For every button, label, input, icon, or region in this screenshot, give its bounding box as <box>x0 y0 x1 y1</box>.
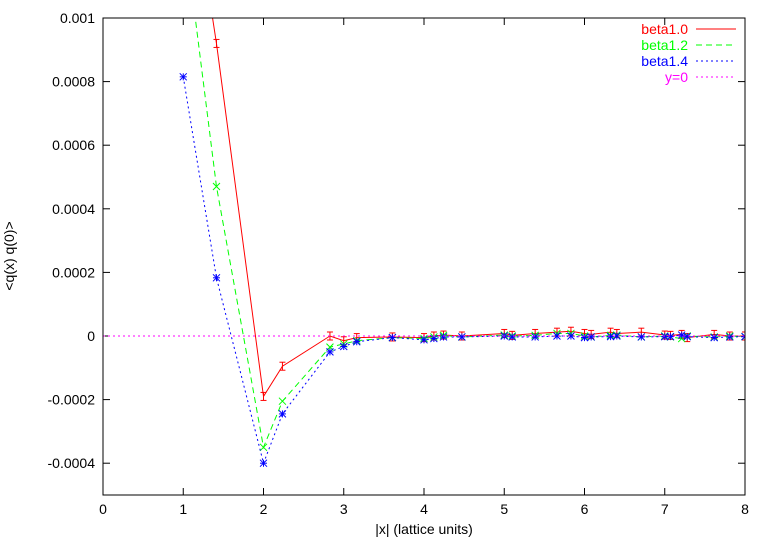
data-point <box>259 443 268 452</box>
data-point <box>213 38 220 48</box>
data-point <box>606 332 615 341</box>
series-line <box>182 76 745 465</box>
data-point <box>388 333 397 342</box>
y-axis-label: <q(x) q(0)> <box>1 221 17 290</box>
data-point <box>677 331 686 339</box>
x-axis-ticks: 0 1 2 3 4 5 6 7 8 <box>99 18 749 517</box>
y-tick-label: 0.0004 <box>52 201 95 217</box>
x-tick-label: 8 <box>741 501 749 517</box>
legend-label: y=0 <box>665 69 688 85</box>
series-line <box>194 18 745 450</box>
data-point <box>279 361 286 371</box>
data-point <box>531 333 539 341</box>
x-tick-label: 0 <box>99 501 107 517</box>
y-tick-label: 0.0008 <box>52 74 95 90</box>
x-tick-label: 4 <box>420 501 428 517</box>
data-point <box>742 331 745 341</box>
data-point <box>278 410 287 418</box>
data-point <box>278 397 287 406</box>
data-point <box>430 334 438 343</box>
x-tick-label: 2 <box>260 501 268 517</box>
legend-label: beta1.4 <box>641 53 688 69</box>
series-beta1-4 <box>179 72 745 468</box>
x-tick-label: 1 <box>179 501 187 517</box>
data-point <box>420 335 428 344</box>
data-point <box>710 333 719 342</box>
series-layer <box>103 18 745 468</box>
data-point <box>741 332 745 341</box>
data-point <box>352 337 361 346</box>
data-point <box>259 459 268 468</box>
x-axis-label: |x| (lattice units) <box>375 521 473 537</box>
x-tick-label: 6 <box>581 501 589 517</box>
legend-label: beta1.2 <box>641 37 688 53</box>
data-point <box>212 273 221 282</box>
y-tick-label: 0.001 <box>60 10 95 26</box>
y-tick-label: -0.0004 <box>48 455 96 471</box>
plot-frame <box>102 17 746 496</box>
data-point <box>508 333 517 341</box>
data-point <box>260 391 267 401</box>
x-tick-label: 5 <box>500 501 508 517</box>
data-point <box>637 333 646 341</box>
data-point <box>458 333 466 341</box>
y-tick-label: 0.0002 <box>52 264 95 280</box>
data-point <box>587 333 596 341</box>
y-tick-label: 0.0006 <box>52 137 95 153</box>
data-point <box>683 332 692 341</box>
data-point <box>439 333 448 341</box>
x-tick-label: 3 <box>340 501 348 517</box>
data-point <box>179 72 188 81</box>
data-point <box>666 332 675 341</box>
y-tick-label: -0.0002 <box>48 392 96 408</box>
data-point <box>725 333 734 341</box>
data-point <box>580 333 589 342</box>
y-axis-ticks: -0.0004 -0.0002 0 0.0002 0.0004 0.0006 0.0008 0… <box>48 10 745 471</box>
data-point <box>326 348 334 356</box>
legend-label: beta1.0 <box>641 21 688 37</box>
y-tick-label: 0 <box>87 328 95 344</box>
x-tick-label: 7 <box>661 501 669 517</box>
data-point <box>339 342 348 351</box>
data-point <box>212 182 221 191</box>
